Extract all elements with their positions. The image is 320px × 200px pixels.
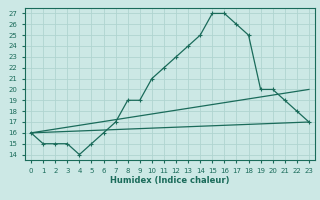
X-axis label: Humidex (Indice chaleur): Humidex (Indice chaleur) — [110, 176, 230, 185]
